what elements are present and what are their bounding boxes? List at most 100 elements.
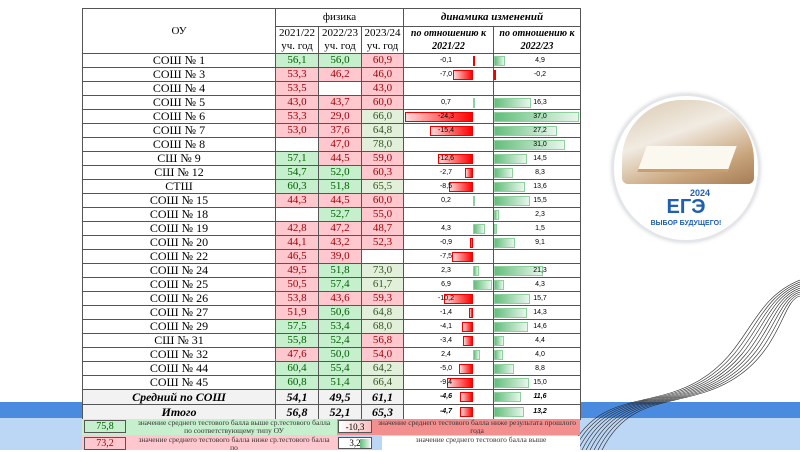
school-name: СШ № 12 [82, 165, 276, 180]
positive-change-bar [473, 224, 486, 234]
negative-change-bar [444, 294, 473, 304]
table-row: СШ № 12 54,7 52,0 60,3 -2,7 8,3 [82, 165, 581, 180]
positive-change-bar [494, 182, 526, 192]
change-value: -8,5 [439, 183, 453, 190]
wave-line [585, 287, 800, 450]
school-name: СОШ № 45 [82, 375, 276, 390]
change-value: 0,7 [441, 99, 451, 106]
score-cell: 78,0 [361, 137, 404, 152]
change-vs-2021: -24,3 [403, 109, 494, 124]
change-vs-2021: 0,2 [403, 193, 494, 208]
header-subject: физика [275, 8, 404, 27]
change-value: 4,3 [535, 281, 545, 288]
score-cell: 54,0 [361, 347, 404, 362]
wave-line [601, 295, 800, 450]
score-cell: 52,0 [318, 165, 362, 180]
change-vs-2021: 0,7 [403, 95, 494, 110]
change-value: -3,4 [439, 337, 453, 344]
score-cell: 37,6 [318, 123, 362, 138]
score-cell: 47,2 [318, 221, 362, 236]
score-cell: 46,2 [318, 67, 362, 82]
negative-change-bar [470, 238, 473, 248]
score-cell: 53,5 [275, 81, 319, 96]
score-cell: 60,4 [275, 361, 319, 376]
positive-change-bar [494, 280, 504, 290]
score-cell: 49,5 [318, 389, 362, 405]
school-name: СШ № 9 [82, 151, 276, 166]
school-name: СОШ № 25 [82, 277, 276, 292]
change-vs-2021: -10,2 [403, 291, 494, 306]
table-row: СОШ № 8 47,0 78,0 31,0 [82, 137, 581, 152]
change-vs-2022: 1,5 [493, 221, 581, 236]
positive-change-bar [494, 126, 557, 136]
positive-change-bar [494, 112, 580, 122]
legend-pos-sample: 3,2 [338, 437, 372, 449]
score-cell: 49,5 [275, 263, 319, 278]
change-vs-2022: 9,1 [493, 235, 581, 250]
table-row: СШ № 9 57,1 44,5 59,0 -12,6 14,5 [82, 151, 581, 166]
change-value: 4,4 [535, 337, 545, 344]
positive-change-bar [494, 154, 528, 164]
positive-change-bar [494, 407, 525, 417]
change-value: -7,5 [439, 253, 453, 260]
change-vs-2021: -0,9 [403, 235, 494, 250]
score-cell: 55,4 [318, 361, 362, 376]
school-name: СОШ № 5 [82, 95, 276, 110]
score-cell: 64,8 [361, 123, 404, 138]
positive-change-bar [494, 350, 504, 360]
change-vs-2021: -15,4 [403, 123, 494, 138]
negative-change-bar [461, 322, 473, 332]
positive-change-bar [473, 280, 493, 290]
table-row: СОШ № 3 53,3 46,2 46,0 -7,0 -0,2 [82, 67, 581, 82]
change-value: 8,8 [535, 365, 545, 372]
score-cell: 60,0 [361, 193, 404, 208]
header-vs-2021: по отношению к 2021/22 [403, 26, 494, 54]
score-cell: 54,7 [275, 165, 319, 180]
change-vs-2022: 31,0 [493, 137, 581, 152]
logo-year: 2024 [689, 188, 711, 198]
score-cell: 42,8 [275, 221, 319, 236]
change-vs-2022: 27,2 [493, 123, 581, 138]
year-unit: уч. год [324, 40, 356, 52]
wave-line [577, 283, 800, 450]
change-value: 14,5 [533, 155, 547, 162]
change-vs-2022: 37,0 [493, 109, 581, 124]
change-value: 21,3 [533, 267, 547, 274]
change-vs-2021: -4,6 [403, 389, 494, 405]
score-cell: 44,5 [318, 193, 362, 208]
change-value: -10,2 [438, 295, 454, 302]
year-label: 2021/22 [278, 27, 316, 40]
legend-below-text: значение среднего тестового балла ниже с… [138, 435, 330, 452]
year-label: 2022/23 [321, 27, 359, 40]
negative-change-bar [469, 308, 473, 318]
header-year-3: 2023/24 уч. год [361, 26, 404, 54]
change-value: 2,3 [441, 267, 451, 274]
legend-below-bg [82, 435, 337, 450]
score-cell: 73,0 [361, 263, 404, 278]
change-value: -0,9 [439, 239, 453, 246]
table-row: СОШ № 29 57,5 53,4 68,0 -4,1 14,6 [82, 319, 581, 334]
wave-line [569, 279, 800, 450]
positive-change-bar [494, 378, 529, 388]
school-name: СОШ № 6 [82, 109, 276, 124]
score-cell: 65,5 [361, 179, 404, 194]
score-cell: 60,3 [275, 179, 319, 194]
school-name: СОШ № 22 [82, 249, 276, 264]
table-row: СОШ № 45 60,8 51,4 66,4 -9,4 15,0 [82, 375, 581, 390]
positive-change-bar [473, 266, 480, 276]
change-value: -4,6 [439, 393, 453, 400]
score-cell: 48,7 [361, 221, 404, 236]
school-name: СОШ № 29 [82, 319, 276, 334]
score-cell: 50,6 [318, 305, 362, 320]
school-name: СОШ № 8 [82, 137, 276, 152]
score-cell: 53,0 [275, 123, 319, 138]
score-cell: 52,4 [318, 333, 362, 348]
score-cell: 66,4 [361, 375, 404, 390]
score-cell: 61,1 [361, 389, 404, 405]
negative-change-bar [463, 336, 473, 346]
change-value: 4,9 [535, 57, 545, 64]
change-value: -0,1 [439, 57, 453, 64]
positive-change-bar [494, 308, 527, 318]
change-value: 4,3 [441, 225, 451, 232]
ege-logo: 2024 ЕГЭ ВЫБОР БУДУЩЕГО! [612, 94, 760, 242]
